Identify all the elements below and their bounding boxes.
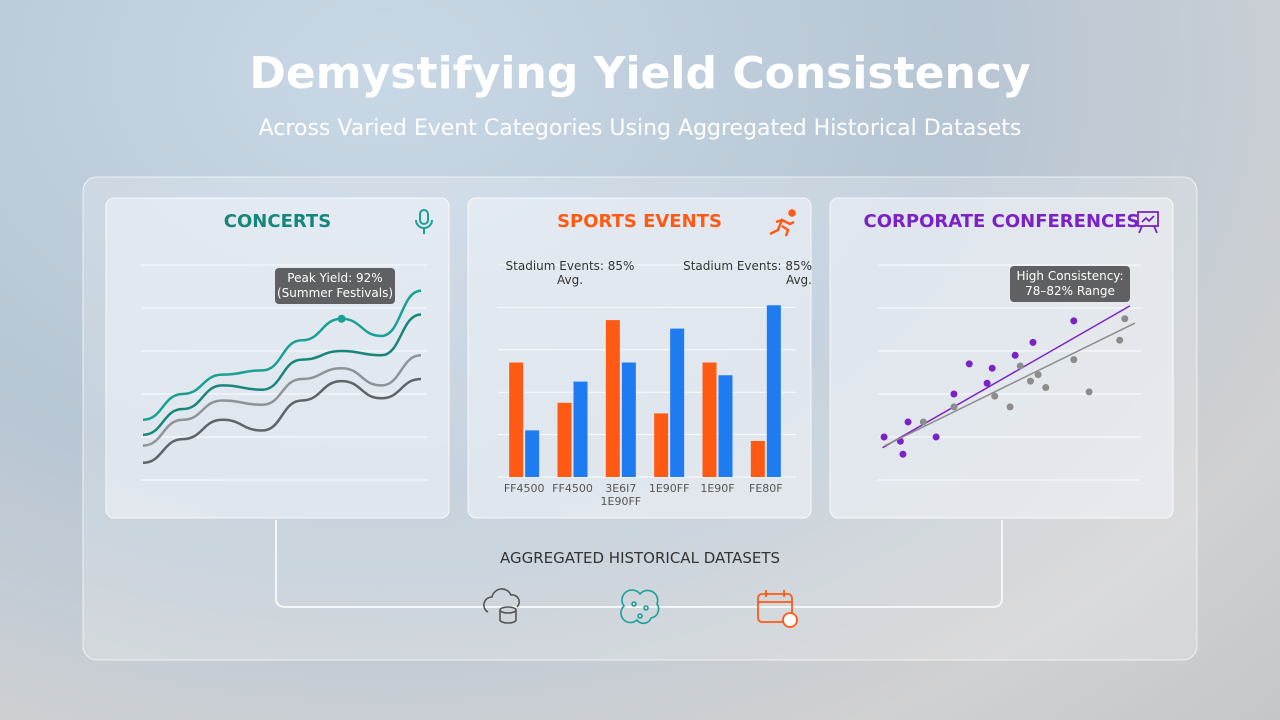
x-tick-label: FF4500 bbox=[552, 482, 593, 495]
calendar-icon bbox=[757, 590, 798, 628]
point bbox=[950, 403, 958, 411]
point bbox=[1116, 336, 1124, 344]
mic-icon bbox=[415, 209, 433, 234]
panel bbox=[105, 197, 450, 519]
bar bbox=[702, 362, 717, 477]
point bbox=[1121, 315, 1129, 323]
x-tick-label: 3E6I7 1E90FF bbox=[600, 482, 642, 508]
bar bbox=[670, 328, 685, 477]
presentation-icon bbox=[1137, 211, 1159, 234]
bar bbox=[605, 320, 620, 477]
line bbox=[142, 377, 422, 465]
bar bbox=[654, 413, 669, 477]
point bbox=[988, 364, 996, 372]
cloud-icon bbox=[483, 588, 521, 624]
runner-icon bbox=[769, 209, 796, 237]
point bbox=[880, 433, 888, 441]
brain-icon bbox=[620, 589, 660, 625]
point bbox=[899, 450, 907, 458]
footer-label: AGGREGATED HISTORICAL DATASETS bbox=[499, 549, 781, 567]
peak-point bbox=[337, 314, 346, 323]
panel-title: CONCERTS bbox=[223, 211, 332, 232]
line bbox=[142, 354, 422, 447]
point bbox=[932, 433, 940, 441]
point bbox=[1006, 403, 1014, 411]
trend-line bbox=[884, 322, 1136, 447]
bar bbox=[573, 381, 588, 477]
point bbox=[965, 360, 973, 368]
point bbox=[919, 418, 927, 426]
x-tick-label: FE80F bbox=[749, 482, 783, 495]
subtitle: Across Varied Event Categories Using Agg… bbox=[258, 116, 1022, 141]
point bbox=[1029, 338, 1037, 346]
point bbox=[1026, 377, 1034, 385]
point bbox=[1070, 356, 1078, 364]
line bbox=[142, 289, 422, 422]
connector bbox=[275, 520, 1003, 608]
x-tick-label: FF4500 bbox=[503, 482, 545, 495]
point bbox=[1034, 371, 1042, 379]
point bbox=[904, 418, 912, 426]
point bbox=[1011, 351, 1019, 359]
bar bbox=[557, 402, 572, 477]
panel-title: SPORTS EVENTS bbox=[557, 211, 722, 232]
panel-title: CORPORATE CONFERENCES bbox=[863, 211, 1140, 232]
x-tick-label: 1E90F bbox=[700, 482, 735, 495]
point bbox=[950, 390, 958, 398]
bar bbox=[750, 440, 765, 477]
bar bbox=[509, 362, 524, 477]
x-tick-label: 1E90FF bbox=[648, 482, 690, 495]
bar bbox=[718, 375, 733, 477]
point bbox=[983, 379, 991, 387]
bar bbox=[621, 362, 636, 477]
annotation: Stadium Events: 85% Avg. bbox=[505, 259, 635, 287]
annotation: High Consistency: 78–82% Range bbox=[1010, 266, 1130, 302]
point bbox=[1085, 388, 1093, 396]
point bbox=[1016, 362, 1024, 370]
point bbox=[1042, 384, 1050, 392]
bar bbox=[525, 430, 540, 477]
point bbox=[1070, 317, 1078, 325]
line bbox=[142, 313, 422, 437]
annotation: Stadium Events: 85% Avg. bbox=[683, 259, 812, 287]
title: Demystifying Yield Consistency bbox=[249, 48, 1031, 99]
point bbox=[991, 392, 999, 400]
panel bbox=[829, 197, 1174, 519]
annotation: Peak Yield: 92% (Summer Festivals) bbox=[275, 268, 395, 304]
bar bbox=[766, 305, 781, 477]
